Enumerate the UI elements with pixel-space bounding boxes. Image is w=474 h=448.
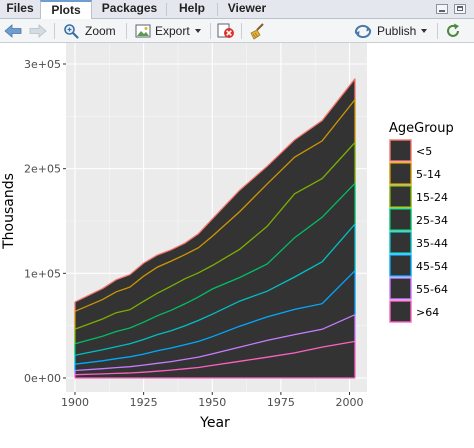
legend-label: 45-54 xyxy=(416,260,448,273)
y-tick-label: 3e+05 xyxy=(24,58,61,71)
legend-key xyxy=(389,208,412,231)
area-outline-55-64 xyxy=(74,314,356,372)
refresh-icon xyxy=(447,23,459,37)
tab-help[interactable]: Help xyxy=(178,1,205,15)
area-outline-35-44 xyxy=(74,223,356,356)
broom-icon xyxy=(250,23,264,40)
area-outline-15-24 xyxy=(74,142,356,330)
magnifier-icon xyxy=(64,24,79,39)
area-outline-25-34 xyxy=(74,182,356,345)
refresh-plot-button[interactable] xyxy=(444,22,462,40)
legend-key xyxy=(389,162,412,185)
x-tick-label: 1975 xyxy=(267,396,295,409)
tab-divider xyxy=(166,3,167,16)
toolbar-divider xyxy=(437,23,438,39)
x-tick-label: 1950 xyxy=(198,396,226,409)
y-axis: 0e+00 1e+05 2e+05 3e+05 xyxy=(24,58,66,385)
legend-label: 25-34 xyxy=(416,214,448,227)
export-label: Export xyxy=(155,24,190,38)
x-axis: 1900 1925 1950 1975 2000 xyxy=(61,392,364,409)
zoom-button[interactable]: Zoom xyxy=(63,22,116,40)
legend-label: 55-64 xyxy=(416,283,448,296)
toolbar-divider xyxy=(210,23,211,39)
area-45-54 xyxy=(75,270,355,371)
legend-label: 15-24 xyxy=(416,191,448,204)
remove-plot-button[interactable] xyxy=(217,22,235,40)
area-outline->64 xyxy=(74,340,356,376)
tab-packages[interactable]: Packages xyxy=(101,1,158,15)
legend-key xyxy=(389,277,412,300)
legend-label: 35-44 xyxy=(416,237,448,250)
remove-plot-icon xyxy=(217,23,234,38)
pane-tab-bar: Files Plots Packages Help Viewer xyxy=(0,0,474,20)
publish-icon xyxy=(354,24,372,38)
tab-divider xyxy=(217,3,218,16)
toolbar-divider xyxy=(241,23,242,39)
area->64 xyxy=(75,341,355,378)
x-axis-title: Year xyxy=(199,415,230,431)
export-image-icon xyxy=(135,24,151,38)
area-outline-5-14 xyxy=(74,99,356,312)
stacked-area-chart: 0e+00 1e+05 2e+05 3e+05 1900 1925 1950 1975 200… xyxy=(1,43,454,431)
tab-plots[interactable]: Plots xyxy=(40,0,92,20)
minimize-pane-icon[interactable] xyxy=(436,4,448,14)
export-button[interactable]: Export xyxy=(135,22,201,40)
x-tick-label: 2000 xyxy=(336,396,364,409)
publish-button[interactable]: Publish xyxy=(354,22,428,40)
area-5-14 xyxy=(75,99,355,330)
chevron-down-icon xyxy=(194,29,201,33)
area-25-34 xyxy=(75,183,355,356)
area-outline-45-54 xyxy=(74,270,356,365)
y-tick-label: 2e+05 xyxy=(24,163,61,176)
legend-title: AgeGroup xyxy=(389,121,454,136)
legend-key xyxy=(389,300,412,323)
series-lines xyxy=(74,78,356,379)
chevron-down-icon xyxy=(421,29,428,33)
legend-label: <5 xyxy=(416,145,432,158)
toolbar-divider xyxy=(54,23,55,39)
tab-viewer[interactable]: Viewer xyxy=(227,1,267,15)
legend-label: 5-14 xyxy=(416,168,441,181)
x-tick-label: 1925 xyxy=(130,396,158,409)
area-15-24 xyxy=(75,142,355,344)
toolbar-divider xyxy=(126,23,127,39)
legend-key xyxy=(389,185,412,208)
clear-all-plots-button[interactable] xyxy=(248,22,266,40)
x-tick-label: 1900 xyxy=(61,396,89,409)
legend: <5 5-14 15-24 25-34 35-44 45-54 55-64 >64 xyxy=(389,139,448,323)
plots-toolbar: Zoom Export Publish xyxy=(0,19,474,43)
y-tick-label: 0e+00 xyxy=(24,372,61,385)
legend-key xyxy=(389,254,412,277)
y-tick-label: 1e+05 xyxy=(24,267,61,280)
tab-files[interactable]: Files xyxy=(6,1,34,15)
y-axis-title: Thousands xyxy=(1,173,17,250)
maximize-pane-icon[interactable] xyxy=(454,4,466,14)
back-arrow-icon[interactable] xyxy=(4,22,22,40)
forward-arrow-icon[interactable] xyxy=(29,22,47,40)
publish-label: Publish xyxy=(377,24,417,38)
legend-key xyxy=(389,139,412,162)
legend-label: >64 xyxy=(416,306,439,319)
plot-viewer: 0e+00 1e+05 2e+05 3e+05 1900 1925 1950 1975 200… xyxy=(0,43,474,443)
zoom-label: Zoom xyxy=(85,24,116,38)
legend-key xyxy=(389,231,412,254)
area-outline-<5 xyxy=(74,78,356,303)
